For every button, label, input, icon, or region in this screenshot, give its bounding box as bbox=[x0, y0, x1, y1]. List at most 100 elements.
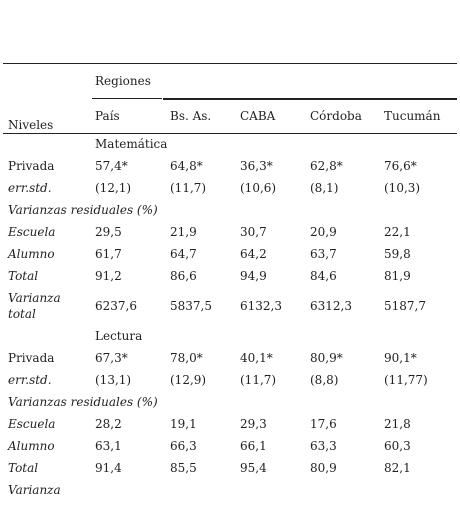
cell: 76,6* bbox=[384, 159, 417, 173]
column-header: País bbox=[95, 109, 120, 123]
table-row: Varianzas residuales (%) bbox=[0, 391, 460, 413]
section-row: Matemática bbox=[0, 133, 460, 155]
cell: (11,7) bbox=[170, 181, 207, 195]
cell: 22,1 bbox=[384, 225, 411, 239]
table-row: Alumno 63,1 66,3 66,1 63,3 60,3 bbox=[0, 435, 460, 457]
row-label: Alumno bbox=[8, 439, 55, 453]
cell: 63,7 bbox=[310, 247, 337, 261]
cell: 5837,5 bbox=[170, 299, 212, 313]
table-row: Escuela 29,5 21,9 30,7 20,9 22,1 bbox=[0, 221, 460, 243]
regions-header: Regiones bbox=[95, 74, 151, 88]
cell: 80,9 bbox=[310, 461, 337, 475]
cell: 67,3* bbox=[95, 351, 128, 365]
cell: 17,6 bbox=[310, 417, 337, 431]
cell: 20,9 bbox=[310, 225, 337, 239]
cell: 36,3* bbox=[240, 159, 273, 173]
table-row: Total 91,4 85,5 95,4 80,9 82,1 bbox=[0, 457, 460, 479]
cell: 66,1 bbox=[240, 439, 267, 453]
cell: (12,9) bbox=[170, 373, 207, 387]
cell: 29,3 bbox=[240, 417, 267, 431]
cell: 57,4* bbox=[95, 159, 128, 173]
cell: 62,8* bbox=[310, 159, 343, 173]
row-label: Varianza total bbox=[8, 291, 61, 321]
levels-header: Niveles bbox=[8, 118, 54, 132]
cell: 82,1 bbox=[384, 461, 411, 475]
regions-rule bbox=[163, 98, 457, 100]
column-header: CABA bbox=[240, 109, 276, 123]
row-label: Varianzas residuales (%) bbox=[8, 395, 158, 409]
row-label: Escuela bbox=[8, 225, 56, 239]
table-row: Varianzas residuales (%) bbox=[0, 199, 460, 221]
section-title: Lectura bbox=[95, 329, 143, 343]
cell: (10,6) bbox=[240, 181, 277, 195]
column-header: Córdoba bbox=[310, 109, 362, 123]
row-label: Varianza bbox=[8, 483, 61, 497]
column-header: Tucumán bbox=[384, 109, 441, 123]
table-row: Total 91,2 86,6 94,9 84,6 81,9 bbox=[0, 265, 460, 287]
country-rule bbox=[92, 98, 162, 99]
row-label: Total bbox=[8, 269, 39, 283]
cell: 60,3 bbox=[384, 439, 411, 453]
cell: 63,3 bbox=[310, 439, 337, 453]
column-header: Bs. As. bbox=[170, 109, 212, 123]
table-body: Matemática Privada 57,4* 64,8* 36,3* 62,8* 76,… bbox=[0, 133, 460, 501]
row-label: Privada bbox=[8, 351, 55, 365]
section-title: Matemática bbox=[95, 137, 168, 151]
cell: 66,3 bbox=[170, 439, 197, 453]
table-row: Alumno 61,7 64,7 64,2 63,7 59,8 bbox=[0, 243, 460, 265]
table-row: Escuela 28,2 19,1 29,3 17,6 21,8 bbox=[0, 413, 460, 435]
row-label: Alumno bbox=[8, 247, 55, 261]
cell: 64,7 bbox=[170, 247, 197, 261]
cell: (11,77) bbox=[384, 373, 428, 387]
cell: 61,7 bbox=[95, 247, 122, 261]
section-row: Lectura bbox=[0, 325, 460, 347]
cell: (11,7) bbox=[240, 373, 277, 387]
cell: 6132,3 bbox=[240, 299, 282, 313]
cell: 90,1* bbox=[384, 351, 417, 365]
cell: 30,7 bbox=[240, 225, 267, 239]
cell: 59,8 bbox=[384, 247, 411, 261]
cell: 6312,3 bbox=[310, 299, 352, 313]
table-row: Varianza total 6237,6 5837,5 6132,3 6312,3 51… bbox=[0, 287, 460, 325]
row-label: Privada bbox=[8, 159, 55, 173]
cell: 81,9 bbox=[384, 269, 411, 283]
row-label: err.std. bbox=[8, 373, 52, 387]
table-row: err.std. (13,1) (12,9) (11,7) (8,8) (11,77) bbox=[0, 369, 460, 391]
cell: 64,8* bbox=[170, 159, 203, 173]
cell: (8,1) bbox=[310, 181, 339, 195]
cell: (12,1) bbox=[95, 181, 132, 195]
cell: 91,4 bbox=[95, 461, 122, 475]
top-rule bbox=[3, 63, 457, 64]
cell: 78,0* bbox=[170, 351, 203, 365]
cell: (13,1) bbox=[95, 373, 132, 387]
cell: 28,2 bbox=[95, 417, 122, 431]
cell: 5187,7 bbox=[384, 299, 426, 313]
cell: 40,1* bbox=[240, 351, 273, 365]
cell: 84,6 bbox=[310, 269, 337, 283]
cell: 94,9 bbox=[240, 269, 267, 283]
row-label: err.std. bbox=[8, 181, 52, 195]
header-rule bbox=[3, 133, 457, 134]
cell: 86,6 bbox=[170, 269, 197, 283]
cell: 95,4 bbox=[240, 461, 267, 475]
table-row: err.std. (12,1) (11,7) (10,6) (8,1) (10,3) bbox=[0, 177, 460, 199]
table-row: Varianza bbox=[0, 479, 460, 501]
cell: 85,5 bbox=[170, 461, 197, 475]
row-label: Escuela bbox=[8, 417, 56, 431]
cell: 64,2 bbox=[240, 247, 267, 261]
cell: 29,5 bbox=[95, 225, 122, 239]
cell: 21,9 bbox=[170, 225, 197, 239]
cell: 21,8 bbox=[384, 417, 411, 431]
row-label: Varianzas residuales (%) bbox=[8, 203, 158, 217]
cell: 80,9* bbox=[310, 351, 343, 365]
cell: (10,3) bbox=[384, 181, 421, 195]
row-label: Total bbox=[8, 461, 39, 475]
cell: 6237,6 bbox=[95, 299, 137, 313]
cell: 91,2 bbox=[95, 269, 122, 283]
cell: 19,1 bbox=[170, 417, 197, 431]
cell: 63,1 bbox=[95, 439, 122, 453]
cell: (8,8) bbox=[310, 373, 339, 387]
table-row: Privada 57,4* 64,8* 36,3* 62,8* 76,6* bbox=[0, 155, 460, 177]
table-row: Privada 67,3* 78,0* 40,1* 80,9* 90,1* bbox=[0, 347, 460, 369]
